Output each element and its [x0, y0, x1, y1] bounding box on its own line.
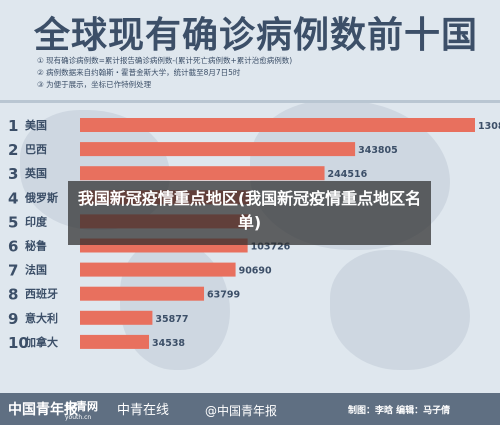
value-label: 35877: [155, 314, 188, 325]
country-label: 巴西: [25, 143, 47, 156]
bar: [80, 142, 356, 157]
value-label: 1308790: [478, 121, 500, 132]
country-label: 俄罗斯: [24, 190, 58, 204]
bar: [80, 262, 236, 277]
rank-label: 7: [8, 262, 18, 280]
logo-zhongqing-zaixian: 中青在线: [117, 403, 170, 418]
country-label: 英国: [24, 166, 47, 180]
logo-youth-cn: 中青网 youth.cn: [65, 398, 98, 421]
logo2-label: 中青网: [65, 400, 98, 413]
bar: [80, 310, 153, 325]
rank-label: 5: [8, 213, 18, 231]
country-label: 美国: [25, 118, 47, 132]
map-continent-shape: [330, 250, 470, 370]
value-label: 343805: [358, 145, 398, 156]
divider: [0, 100, 500, 103]
rank-label: 4: [8, 189, 18, 207]
bar: [80, 286, 205, 301]
footer-bar: [0, 393, 500, 425]
value-label: 90690: [239, 266, 272, 277]
bar: [80, 166, 325, 181]
bar: [80, 118, 475, 132]
country-label: 法国: [25, 263, 47, 277]
headline-overlay: 我国新冠疫情重点地区(我国新冠疫情重点地区名单): [68, 181, 431, 245]
country-label: 西班牙: [25, 287, 58, 301]
rank-label: 2: [8, 141, 18, 159]
country-label: 印度: [25, 214, 48, 228]
note-3: ③ 为便于展示，坐标已作特例处理: [37, 80, 152, 89]
rank-label: 8: [8, 286, 18, 304]
page-title: 全球现有确诊病例数前十国: [34, 15, 479, 56]
notes: ① 现有确诊病例数=累计报告确诊病例数-(累计死亡病例数+累计治愈病例数) ② …: [37, 55, 292, 91]
value-label: 244516: [328, 169, 368, 180]
weibo-handle: @中国青年报: [205, 404, 278, 418]
country-label: 秘鲁: [25, 239, 47, 253]
rank-label: 3: [8, 165, 18, 183]
value-label: 103726: [251, 242, 291, 253]
note-1: ① 现有确诊病例数=累计报告确诊病例数-(累计死亡病例数+累计治愈病例数): [37, 56, 293, 65]
value-label: 63799: [207, 290, 240, 301]
credits: 制图：李晗 编辑：马子倩: [348, 406, 451, 416]
note-2: ② 病例数据来自约翰斯・霍普金斯大学，统计截至8月7日5时: [37, 68, 241, 77]
bar: [80, 334, 149, 349]
logo2-sub: youth.cn: [65, 414, 92, 421]
country-label: 加拿大: [24, 335, 58, 349]
rank-label: 6: [8, 238, 18, 256]
value-label: 34538: [152, 338, 185, 349]
rank-label: 10: [8, 334, 29, 352]
country-label: 意大利: [25, 311, 58, 325]
rank-label: 1: [8, 117, 18, 135]
logo-zhongguo-qingnianbao: 中国青年报: [8, 402, 78, 418]
rank-label: 9: [8, 310, 18, 328]
